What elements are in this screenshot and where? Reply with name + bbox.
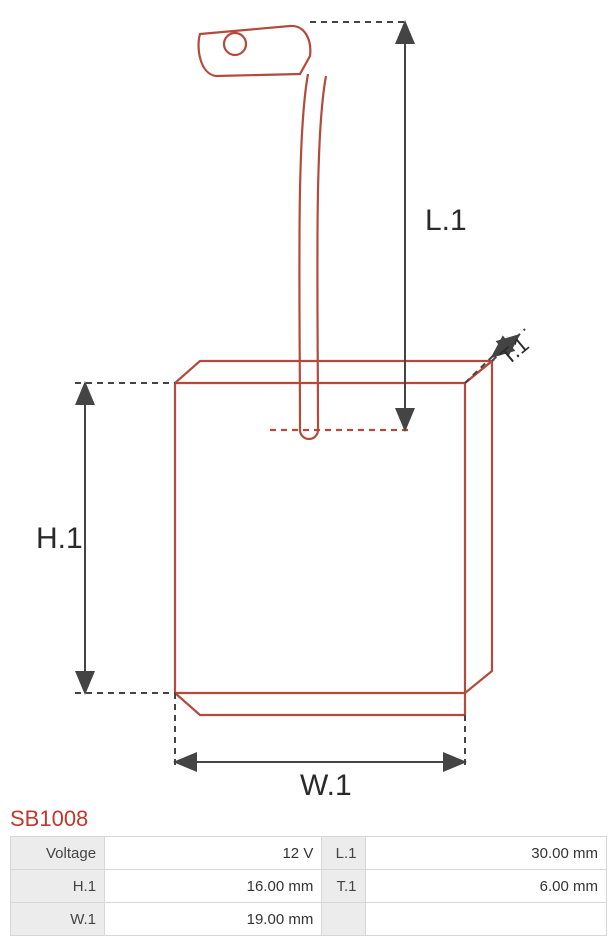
spec-label: Voltage [11, 837, 105, 870]
table-row: W.1 19.00 mm [11, 903, 607, 936]
spec-label [322, 903, 365, 936]
spec-value: 12 V [105, 837, 322, 870]
diagram-svg: H.1 L.1 W.1 T.1 [0, 0, 608, 800]
spec-value: 30.00 mm [365, 837, 606, 870]
table-row: H.1 16.00 mm T.1 6.00 mm [11, 870, 607, 903]
spec-value: 19.00 mm [105, 903, 322, 936]
part-code-title: SB1008 [10, 806, 608, 832]
dim-h1 [75, 383, 175, 693]
brush-body [175, 361, 492, 715]
spec-label: W.1 [11, 903, 105, 936]
spec-label: T.1 [322, 870, 365, 903]
spec-value: 6.00 mm [365, 870, 606, 903]
dim-w1-label: W.1 [300, 769, 352, 800]
spec-label: L.1 [322, 837, 365, 870]
spec-value: 16.00 mm [105, 870, 322, 903]
dim-w1 [175, 693, 465, 770]
dim-l1-label: L.1 [425, 204, 467, 237]
dimension-diagram: H.1 L.1 W.1 T.1 [0, 0, 608, 800]
dim-t1-label: T.1 [495, 332, 534, 370]
spec-table-body: Voltage 12 V L.1 30.00 mm H.1 16.00 mm T… [11, 837, 607, 936]
lead-wire [199, 26, 326, 439]
dim-h1-label: H.1 [36, 522, 83, 555]
spec-label: H.1 [11, 870, 105, 903]
spec-value [365, 903, 606, 936]
spec-table: Voltage 12 V L.1 30.00 mm H.1 16.00 mm T… [10, 836, 607, 936]
table-row: Voltage 12 V L.1 30.00 mm [11, 837, 607, 870]
